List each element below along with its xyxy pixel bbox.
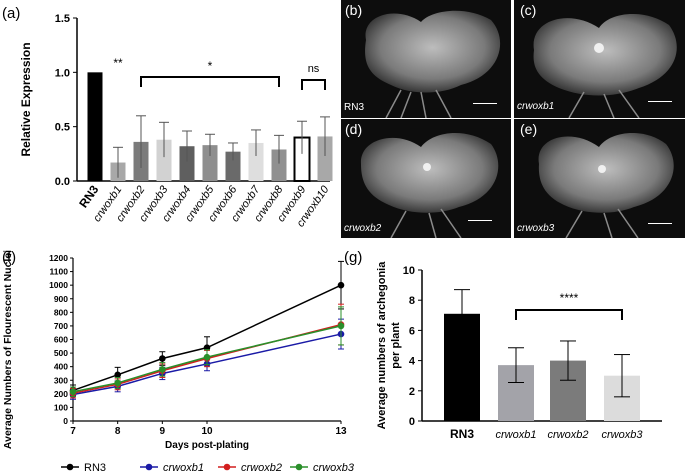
x-tick-label: RN3 — [450, 427, 474, 441]
photo-caption-e: crwoxb3 — [517, 223, 555, 234]
y-tick-label: 0.0 — [55, 176, 70, 188]
gametophyte-image — [538, 132, 674, 238]
photo-caption-d: crwoxb2 — [344, 223, 382, 234]
gametophyte-image — [365, 10, 501, 118]
y-axis-label: per plant — [390, 322, 402, 369]
y-tick-label: 1200 — [49, 253, 68, 263]
legend-marker — [145, 463, 153, 471]
y-axis-label: Average Numbers of Flourescent Nuclei — [2, 250, 14, 449]
bar — [248, 142, 264, 181]
y-tick-label: 400 — [54, 362, 68, 372]
data-point — [337, 322, 345, 330]
bar — [225, 151, 241, 181]
data-point — [114, 379, 121, 387]
significance-label: * — [208, 59, 213, 73]
legend-label: crwoxb2 — [241, 462, 282, 474]
bar — [271, 149, 287, 181]
legend-marker — [223, 463, 231, 471]
y-tick-label: 100 — [54, 402, 68, 412]
y-tick-label: 1.0 — [55, 67, 70, 79]
photo-panel-d: (d) crwoxb2 — [341, 119, 511, 238]
y-tick-label: 2 — [409, 386, 415, 398]
y-tick-label: 1100 — [50, 267, 69, 277]
y-tick-label: 600 — [54, 335, 68, 345]
y-tick-label: 8 — [409, 295, 415, 307]
chart-g: 0 2 4 6 8 10 RN3 crwoxb1 crwoxb2 crwoxb3 **** Avera… — [376, 261, 662, 441]
y-tick-label: 1000 — [49, 280, 68, 290]
panel-label-f: (f) — [2, 249, 16, 266]
significance-bracket — [140, 76, 280, 87]
bar — [87, 72, 103, 181]
y-tick-label: 300 — [54, 375, 68, 385]
data-point — [159, 355, 166, 362]
legend-label: crwoxb1 — [163, 462, 204, 474]
data-point — [337, 281, 345, 289]
x-tick-label: 13 — [335, 426, 347, 437]
y-tick-label: 800 — [54, 307, 68, 317]
panel-label-d: (d) — [345, 121, 363, 137]
photo-caption-c: crwoxb1 — [517, 101, 555, 112]
panel-label-b: (b) — [345, 2, 363, 18]
legend-label: RN3 — [84, 462, 106, 474]
bar — [317, 136, 333, 181]
x-tick-label: crwoxb1 — [496, 429, 537, 441]
y-tick-label: 0 — [63, 416, 68, 426]
x-tick-label: 10 — [201, 426, 213, 437]
photo-panel-c: (c) crwoxb1 — [514, 0, 685, 118]
panel-label-a: (a) — [2, 5, 20, 22]
x-tick-label: crwoxb2 — [548, 429, 589, 441]
panel-label-g: (g) — [344, 249, 362, 266]
data-point — [203, 353, 211, 361]
y-tick-label: 1.5 — [55, 13, 70, 25]
significance-label: **** — [560, 291, 579, 305]
y-tick-label: 0.5 — [55, 122, 70, 134]
y-tick-label: 10 — [403, 265, 415, 277]
x-tick-label: 8 — [115, 426, 121, 437]
data-point — [69, 388, 77, 396]
photo-panel-e: (e) crwoxb3 — [514, 119, 685, 238]
x-axis-label: Days post-plating — [165, 440, 249, 451]
y-tick-label: 200 — [54, 389, 68, 399]
gametophyte-image — [360, 132, 499, 238]
x-tick-label: 9 — [160, 426, 166, 437]
chart-f: 0 100 200 300 400 500 600 700 800 900 1000 1100 1200… — [2, 250, 355, 474]
data-point — [114, 371, 121, 379]
y-axis-label: Average numbers of archegonia — [376, 261, 388, 430]
bar — [156, 139, 172, 181]
y-tick-label: 6 — [409, 325, 415, 337]
panel-label-c: (c) — [520, 2, 537, 18]
gametophyte-image — [533, 13, 677, 118]
panel-label-e: (e) — [520, 121, 538, 137]
legend-label: crwoxb3 — [313, 462, 355, 474]
data-point — [159, 366, 166, 373]
scale-bar — [473, 103, 497, 104]
y-tick-label: 4 — [409, 356, 416, 368]
scale-bar — [648, 101, 672, 102]
y-tick-label: 500 — [54, 348, 68, 358]
x-tick-label: 7 — [70, 426, 76, 437]
y-tick-label: 0 — [409, 416, 415, 428]
bar — [179, 146, 195, 181]
significance-label: ns — [308, 63, 320, 75]
bar — [202, 145, 218, 181]
y-axis-label: Relative Expression — [19, 42, 33, 156]
x-tick-label: crwoxb3 — [602, 429, 644, 441]
photo-panel-b: (b) RN3 — [341, 0, 511, 118]
significance-bracket — [515, 309, 623, 320]
legend-marker — [66, 463, 74, 471]
scale-bar — [648, 223, 672, 224]
y-tick-label: 900 — [54, 294, 68, 304]
y-tick-label: 700 — [54, 321, 68, 331]
legend-marker — [295, 463, 303, 471]
significance-bracket — [301, 79, 326, 90]
scale-bar — [468, 220, 492, 221]
significance-label: ** — [113, 56, 123, 70]
photo-caption-b: RN3 — [344, 102, 365, 113]
